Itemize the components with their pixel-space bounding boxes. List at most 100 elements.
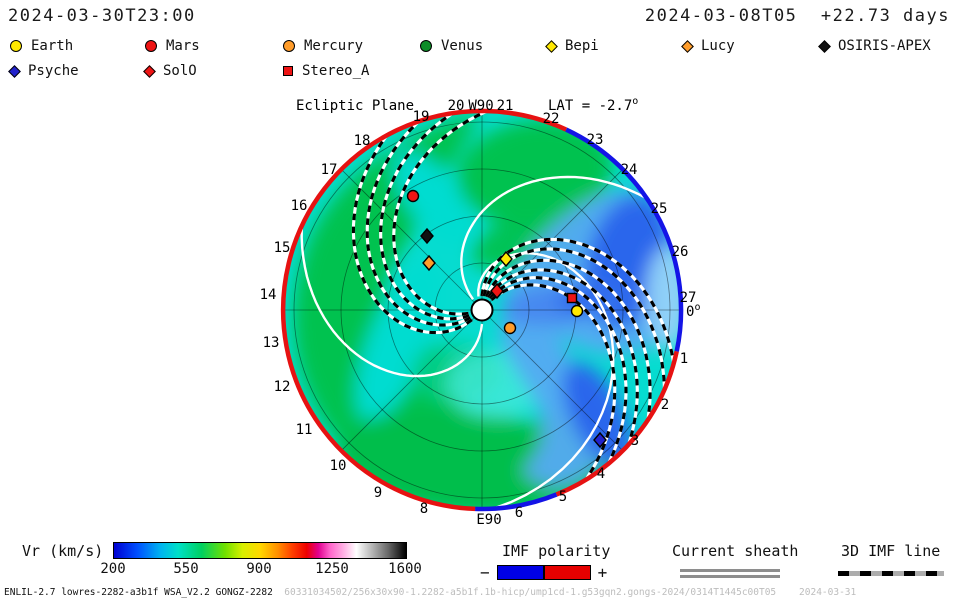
legend-label: Bepi bbox=[565, 38, 599, 54]
body-marker-osiris_apex bbox=[420, 227, 434, 245]
imf-line bbox=[480, 237, 678, 381]
imf-line bbox=[365, 111, 472, 327]
run-start-time: 2024-03-08T05 bbox=[644, 6, 798, 26]
run-start-elapsed: 2024-03-08T05 +22.73 days bbox=[645, 6, 950, 26]
colorbar-ticks: 200 550 900 1250 1600 bbox=[100, 561, 422, 579]
sim-timestamp: 2024-03-30T23:00 bbox=[8, 6, 196, 26]
elapsed-days: +22.73 days bbox=[820, 6, 950, 26]
imf3d-line-sample bbox=[838, 571, 944, 576]
zero-degree-label: 0o bbox=[686, 302, 700, 320]
current-sheet-line bbox=[460, 175, 662, 300]
imf-minus-sign: − bbox=[480, 563, 490, 582]
legend-item-mercury: Mercury bbox=[283, 38, 363, 54]
day-label: 5 bbox=[559, 489, 567, 505]
grid-radial-line bbox=[341, 317, 475, 451]
imf-line bbox=[484, 258, 652, 438]
plot-title: Ecliptic Plane bbox=[296, 98, 414, 114]
mercury-marker-icon bbox=[283, 40, 295, 52]
day-label: 15 bbox=[274, 240, 291, 256]
imf3d-label: 3D IMF line bbox=[841, 542, 941, 560]
day-label: 22 bbox=[543, 111, 560, 127]
sun-marker bbox=[470, 298, 494, 322]
legend-item-osiris_apex: OSIRIS-APEX bbox=[818, 38, 931, 54]
day-label: 10 bbox=[330, 458, 347, 474]
day-label: 27 bbox=[680, 290, 697, 306]
run-watermark: 60331034502/256x30x90-1.2282-a5b1f.1b-hi… bbox=[284, 587, 857, 598]
east-limb-label: E90 bbox=[476, 512, 501, 528]
colorbar-tick: 1600 bbox=[388, 561, 422, 577]
day-label: 13 bbox=[263, 335, 280, 351]
day-label: 11 bbox=[296, 422, 313, 438]
grid-radial-line bbox=[489, 169, 623, 303]
legend-item-lucy: Lucy bbox=[681, 38, 735, 54]
legend-label: Earth bbox=[31, 38, 74, 54]
legend-label: Psyche bbox=[28, 63, 79, 79]
legend-item-psyche: Psyche bbox=[8, 63, 79, 79]
imf-spiral-lines bbox=[351, 111, 678, 495]
rim-arc bbox=[555, 350, 679, 497]
day-label: 17 bbox=[321, 162, 338, 178]
legend-item-stereo_a: Stereo_A bbox=[283, 63, 369, 79]
body-marker-psyche bbox=[593, 431, 607, 449]
imf-negative-swatch bbox=[496, 565, 544, 580]
colorbar-tick: 1250 bbox=[315, 561, 349, 577]
legend-label: Mercury bbox=[304, 38, 364, 54]
day-label: 16 bbox=[291, 198, 308, 214]
imf-positive-swatch bbox=[543, 565, 591, 580]
grid-radial-line bbox=[489, 317, 623, 451]
legend-label: Venus bbox=[441, 38, 484, 54]
imf-polarity-rim bbox=[280, 108, 684, 512]
mars-marker-icon bbox=[145, 40, 157, 52]
current-sheet-line bbox=[300, 206, 484, 378]
colorbar-tick: 200 bbox=[100, 561, 126, 577]
grid-radial-line bbox=[341, 169, 475, 303]
day-label: 20 bbox=[448, 98, 465, 114]
rim-arc bbox=[280, 108, 568, 512]
earth-marker-icon bbox=[10, 40, 22, 52]
legend-item-mars: Mars bbox=[145, 38, 200, 54]
legend-item-earth: Earth bbox=[10, 38, 73, 54]
colorbar-tick: 900 bbox=[246, 561, 272, 577]
legend-item-bepi: Bepi bbox=[545, 38, 599, 54]
imf-line bbox=[488, 276, 628, 480]
grid-circle bbox=[340, 168, 624, 452]
legend-label: OSIRIS-APEX bbox=[838, 38, 931, 54]
imf-line bbox=[379, 111, 470, 321]
day-label: 14 bbox=[260, 287, 277, 303]
imf-line bbox=[392, 111, 505, 316]
venus-marker-icon bbox=[420, 40, 432, 52]
current-sheet-label: Current sheath bbox=[672, 542, 799, 560]
velocity-field bbox=[283, 111, 681, 509]
day-label: 21 bbox=[497, 98, 514, 114]
model-version: ENLIL-2.7 lowres-2282-a3b1f WSA_V2.2 GON… bbox=[4, 587, 273, 598]
day-label: 4 bbox=[597, 466, 605, 482]
body-marker-stereo_a bbox=[566, 292, 578, 304]
colorbar bbox=[113, 542, 407, 559]
rim-arc bbox=[475, 492, 558, 512]
rim-arc bbox=[565, 127, 684, 352]
day-label: 26 bbox=[672, 244, 689, 260]
day-label: 3 bbox=[631, 433, 639, 449]
legend-item-venus: Venus bbox=[420, 38, 483, 54]
day-label: 6 bbox=[515, 505, 523, 521]
body-marker-lucy bbox=[422, 254, 436, 272]
imf-polarity-label: IMF polarity bbox=[502, 542, 611, 560]
imf-line bbox=[490, 283, 617, 495]
legend-label: Lucy bbox=[701, 38, 735, 54]
day-label: 24 bbox=[621, 162, 638, 178]
current-sheet-sample bbox=[680, 569, 780, 581]
imf-polarity-key: − + bbox=[480, 563, 607, 582]
day-label: 18 bbox=[354, 133, 371, 149]
day-label: 8 bbox=[420, 501, 428, 517]
model-version-footer: ENLIL-2.7 lowres-2282-a3b1f WSA_V2.2 GON… bbox=[4, 587, 856, 598]
body-marker-earth bbox=[570, 304, 584, 318]
day-label: 23 bbox=[587, 132, 604, 148]
west-limb-label: W90 bbox=[468, 98, 493, 114]
body-marker-mercury bbox=[503, 321, 517, 335]
colorbar-label: Vr (km/s) bbox=[22, 542, 104, 560]
day-label: 12 bbox=[274, 379, 291, 395]
legend-item-solo: SolO bbox=[143, 63, 197, 79]
